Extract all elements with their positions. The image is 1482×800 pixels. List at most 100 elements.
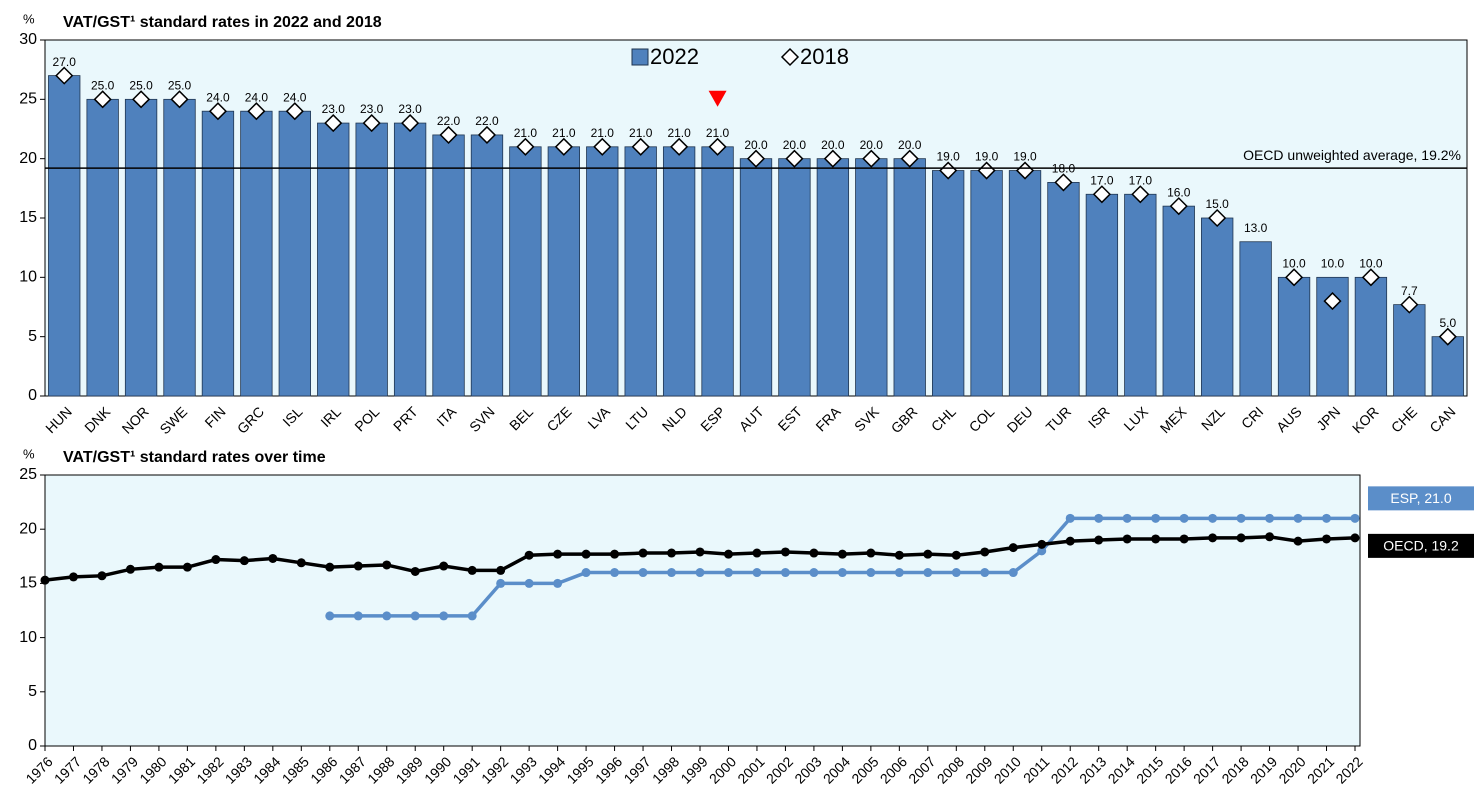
point <box>97 571 107 581</box>
point <box>951 568 961 578</box>
chart-title: VAT/GST¹ standard rates over time <box>63 449 326 466</box>
x-tick-label: 1992 <box>478 753 511 786</box>
x-tick-label: 2002 <box>763 753 796 786</box>
bar <box>1085 193 1119 397</box>
bar <box>48 75 81 397</box>
value-label: 19.0 <box>975 150 999 164</box>
x-tick-label: NZL <box>1198 403 1228 433</box>
bar <box>739 158 773 397</box>
point <box>211 555 221 565</box>
bar <box>778 158 811 397</box>
x-tick-label: FRA <box>812 403 844 435</box>
legend-swatch <box>780 47 800 67</box>
point <box>239 556 249 566</box>
point <box>1151 534 1161 544</box>
value-label: 10.0 <box>1359 257 1383 271</box>
x-tick-label: 1994 <box>535 753 568 786</box>
x-tick-label: JPN <box>1313 403 1343 433</box>
diamond-marker <box>631 137 650 156</box>
x-tick-label: 1999 <box>677 753 710 786</box>
y-tick-label: 30 <box>19 31 37 48</box>
point <box>638 568 648 578</box>
x-tick-label: 1979 <box>108 753 141 786</box>
bar <box>1277 276 1311 397</box>
y-tick-label: 25 <box>19 466 37 483</box>
point <box>667 568 677 578</box>
x-tick-label: SVK <box>851 403 883 435</box>
value-label: 20.0 <box>898 138 922 152</box>
y-tick-label: 25 <box>19 91 37 108</box>
diamond-marker <box>1323 292 1342 311</box>
x-tick-label: CHE <box>1388 403 1420 435</box>
value-label: 21.0 <box>706 126 730 140</box>
value-label: 21.0 <box>667 126 691 140</box>
x-tick-label: HUN <box>42 403 75 436</box>
point <box>68 572 78 582</box>
x-tick-label: ISR <box>1085 403 1113 431</box>
diamond-marker <box>208 102 228 121</box>
bar <box>893 158 926 397</box>
value-label: 15.0 <box>1206 197 1230 211</box>
x-tick-label: KOR <box>1349 403 1382 436</box>
x-tick-label: 1988 <box>364 753 397 786</box>
x-tick-label: IRL <box>317 403 344 430</box>
x-tick-label: LVA <box>584 403 613 432</box>
point <box>1037 546 1047 556</box>
point <box>695 547 705 557</box>
x-tick-label: 1987 <box>336 753 369 786</box>
x-tick-label: BEL <box>506 403 536 433</box>
y-tick-label: 10 <box>19 269 37 286</box>
x-tick-label: MEX <box>1157 403 1190 436</box>
diamond-marker <box>285 102 304 121</box>
x-tick-label: 1991 <box>450 753 483 786</box>
point <box>382 611 392 621</box>
value-label: 23.0 <box>322 102 346 116</box>
diamond-marker <box>670 137 689 156</box>
x-tick-label: 2020 <box>1275 753 1308 786</box>
x-tick-label: 1984 <box>250 753 283 786</box>
diamond-marker <box>247 102 266 121</box>
point <box>125 564 135 574</box>
y-tick-label: 0 <box>28 737 37 754</box>
value-label: 21.0 <box>514 126 538 140</box>
point <box>752 548 762 558</box>
point <box>610 568 620 578</box>
point <box>638 548 648 558</box>
bar <box>201 110 235 397</box>
point <box>610 549 620 559</box>
point <box>353 611 363 621</box>
point <box>1293 513 1303 523</box>
point <box>524 550 534 560</box>
value-label: 23.0 <box>398 102 422 116</box>
point <box>1094 535 1104 545</box>
x-tick-label: EST <box>775 403 806 434</box>
bar <box>355 122 388 397</box>
point <box>325 562 335 572</box>
bar <box>624 146 657 397</box>
y-tick-label: 15 <box>19 209 37 226</box>
diamond-marker <box>1208 208 1227 228</box>
bar <box>1431 336 1464 397</box>
x-tick-label: 1982 <box>193 753 226 786</box>
x-tick-label: 1983 <box>222 753 255 786</box>
diamond-marker <box>1131 185 1150 204</box>
point <box>553 549 563 559</box>
point <box>1122 513 1132 523</box>
bar <box>932 170 965 397</box>
x-tick-label: ISL <box>279 403 305 429</box>
x-tick-label: CZE <box>543 403 574 434</box>
x-tick-label: 1997 <box>620 753 653 786</box>
point <box>752 568 762 578</box>
diamond-marker <box>746 149 766 168</box>
bar <box>547 146 580 397</box>
bar <box>662 146 696 397</box>
diamond-marker <box>1284 268 1304 287</box>
x-tick-label: 2009 <box>962 753 995 786</box>
value-label: 21.0 <box>552 126 576 140</box>
x-tick-label: 2014 <box>1105 753 1138 786</box>
point <box>1293 536 1303 546</box>
x-tick-label: 2010 <box>991 753 1024 786</box>
diamond-marker <box>1169 197 1188 216</box>
x-tick-label: 2006 <box>877 753 910 786</box>
chart-title: VAT/GST¹ standard rates in 2022 and 2018 <box>63 14 382 31</box>
